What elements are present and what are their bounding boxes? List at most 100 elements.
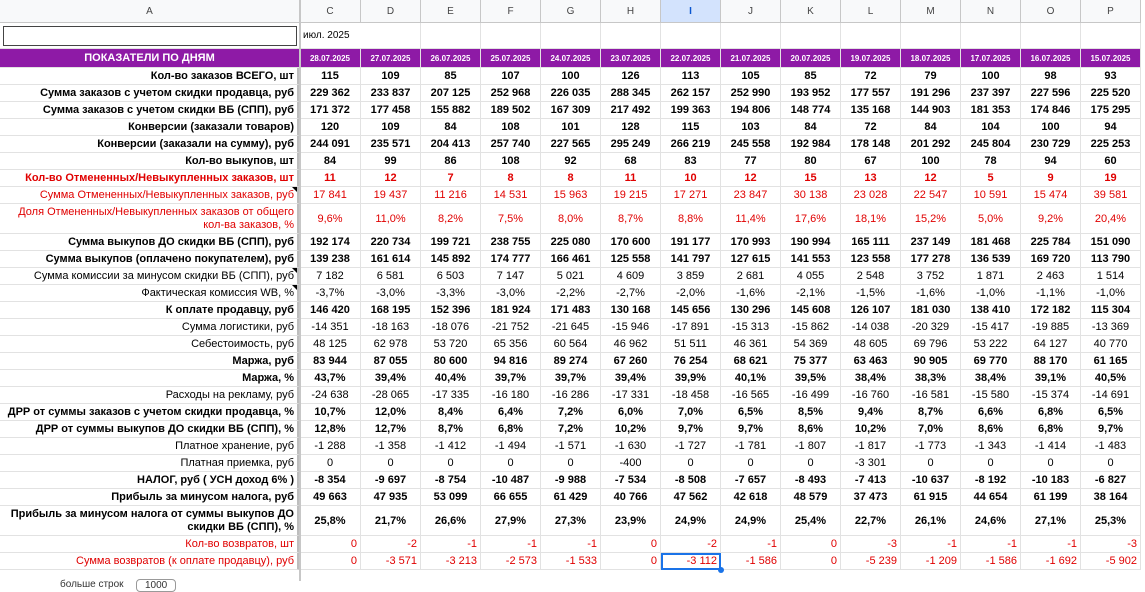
value-cell[interactable]: 207 125 <box>421 85 481 102</box>
value-cell[interactable]: 125 558 <box>601 251 661 268</box>
value-cell[interactable]: 88 170 <box>1021 353 1081 370</box>
value-cell[interactable]: 165 111 <box>841 234 901 251</box>
value-cell[interactable]: 25,4% <box>781 506 841 536</box>
value-cell[interactable]: 14 531 <box>481 187 541 204</box>
value-cell[interactable]: -21 645 <box>541 319 601 336</box>
value-cell[interactable]: -17 331 <box>601 387 661 404</box>
value-cell[interactable]: 24,6% <box>961 506 1021 536</box>
value-cell[interactable]: 237 149 <box>901 234 961 251</box>
value-cell[interactable]: 191 177 <box>661 234 721 251</box>
value-cell[interactable]: 83 944 <box>300 353 361 370</box>
value-cell[interactable]: 172 182 <box>1021 302 1081 319</box>
value-cell[interactable]: 3 859 <box>661 268 721 285</box>
empty-cell[interactable] <box>1081 23 1141 49</box>
value-cell[interactable]: 23 028 <box>841 187 901 204</box>
value-cell[interactable]: -1 412 <box>421 438 481 455</box>
row-label[interactable]: НАЛОГ, руб ( УСН доход 6% ) <box>0 472 300 489</box>
value-cell[interactable]: -3,3% <box>421 285 481 302</box>
value-cell[interactable]: -1 414 <box>1021 438 1081 455</box>
value-cell[interactable]: 6 503 <box>421 268 481 285</box>
date-header[interactable]: 20.07.2025 <box>781 49 841 68</box>
value-cell[interactable]: 138 410 <box>961 302 1021 319</box>
value-cell[interactable]: 84 <box>781 119 841 136</box>
value-cell[interactable]: -2,2% <box>541 285 601 302</box>
value-cell[interactable]: 126 <box>601 68 661 85</box>
value-cell[interactable]: 295 249 <box>601 136 661 153</box>
value-cell[interactable]: 130 296 <box>721 302 781 319</box>
value-cell[interactable]: 94 <box>1021 153 1081 170</box>
value-cell[interactable]: -18 076 <box>421 319 481 336</box>
value-cell[interactable]: 90 905 <box>901 353 961 370</box>
value-cell[interactable]: 139 238 <box>300 251 361 268</box>
value-cell[interactable]: 109 <box>361 119 421 136</box>
value-cell[interactable]: 67 260 <box>601 353 661 370</box>
value-cell[interactable]: 84 <box>901 119 961 136</box>
date-header[interactable]: 27.07.2025 <box>361 49 421 68</box>
value-cell[interactable]: 98 <box>1021 68 1081 85</box>
row-label[interactable]: К оплате продавцу, руб <box>0 302 300 319</box>
value-cell[interactable]: 12 <box>361 170 421 187</box>
value-cell[interactable]: 9,7% <box>721 421 781 438</box>
value-cell[interactable]: -3,0% <box>361 285 421 302</box>
empty-cell[interactable] <box>841 23 901 49</box>
row-label[interactable]: Сумма выкупов ДО скидки ВБ (СПП), руб <box>0 234 300 251</box>
date-header[interactable]: 17.07.2025 <box>961 49 1021 68</box>
value-cell[interactable]: 0 <box>601 553 661 570</box>
value-cell[interactable]: -18 458 <box>661 387 721 404</box>
empty-cell[interactable] <box>421 23 481 49</box>
value-cell[interactable]: 39,4% <box>601 370 661 387</box>
value-cell[interactable]: 8,4% <box>421 404 481 421</box>
value-cell[interactable]: 12,0% <box>361 404 421 421</box>
value-cell[interactable]: -6 827 <box>1081 472 1141 489</box>
value-cell[interactable]: -1 358 <box>361 438 421 455</box>
value-cell[interactable]: -8 493 <box>781 472 841 489</box>
row-label[interactable]: Прибыль за минусом налога, руб <box>0 489 300 506</box>
value-cell[interactable]: 63 463 <box>841 353 901 370</box>
column-header-c[interactable]: C <box>300 0 361 23</box>
value-cell[interactable]: -10 637 <box>901 472 961 489</box>
value-cell[interactable]: 104 <box>961 119 1021 136</box>
value-cell[interactable]: 17,6% <box>781 204 841 234</box>
value-cell[interactable]: -24 638 <box>300 387 361 404</box>
value-cell[interactable]: 0 <box>601 536 661 553</box>
value-cell[interactable]: 6,5% <box>721 404 781 421</box>
value-cell[interactable]: 141 553 <box>781 251 841 268</box>
value-cell[interactable]: 9,7% <box>1081 421 1141 438</box>
value-cell[interactable]: 9,2% <box>1021 204 1081 234</box>
value-cell[interactable]: 27,3% <box>541 506 601 536</box>
date-header[interactable]: 25.07.2025 <box>481 49 541 68</box>
value-cell[interactable]: 135 168 <box>841 102 901 119</box>
row-label[interactable]: Прибыль за минусом налога от суммы выкуп… <box>0 506 300 536</box>
value-cell[interactable]: 245 804 <box>961 136 1021 153</box>
value-cell[interactable]: 141 797 <box>661 251 721 268</box>
value-cell[interactable]: 130 168 <box>601 302 661 319</box>
value-cell[interactable]: 21,7% <box>361 506 421 536</box>
value-cell[interactable]: 113 790 <box>1081 251 1141 268</box>
value-cell[interactable]: -14 351 <box>300 319 361 336</box>
value-cell[interactable]: 30 138 <box>781 187 841 204</box>
value-cell[interactable]: 115 <box>661 119 721 136</box>
add-rows-input[interactable]: 1000 <box>136 579 177 592</box>
value-cell[interactable]: 62 978 <box>361 336 421 353</box>
value-cell[interactable]: -2 <box>661 536 721 553</box>
value-cell[interactable]: 65 356 <box>481 336 541 353</box>
value-cell[interactable]: 23,9% <box>601 506 661 536</box>
value-cell[interactable]: 161 614 <box>361 251 421 268</box>
value-cell[interactable]: 245 558 <box>721 136 781 153</box>
value-cell[interactable]: 17 271 <box>661 187 721 204</box>
value-cell[interactable]: 60 564 <box>541 336 601 353</box>
value-cell[interactable]: -15 580 <box>961 387 1021 404</box>
column-header-i[interactable]: I <box>661 0 721 23</box>
row-label[interactable]: Кол-во Отмененных/Невыкупленных заказов,… <box>0 170 300 187</box>
value-cell[interactable]: -17 335 <box>421 387 481 404</box>
value-cell[interactable]: 225 784 <box>1021 234 1081 251</box>
value-cell[interactable]: 46 962 <box>601 336 661 353</box>
value-cell[interactable]: -1 343 <box>961 438 1021 455</box>
value-cell[interactable]: 19 <box>1081 170 1141 187</box>
value-cell[interactable]: 128 <box>601 119 661 136</box>
value-cell[interactable]: 144 903 <box>901 102 961 119</box>
value-cell[interactable]: -1 288 <box>300 438 361 455</box>
column-header-p[interactable]: P <box>1081 0 1141 23</box>
value-cell[interactable]: 69 770 <box>961 353 1021 370</box>
value-cell[interactable]: 26,1% <box>901 506 961 536</box>
